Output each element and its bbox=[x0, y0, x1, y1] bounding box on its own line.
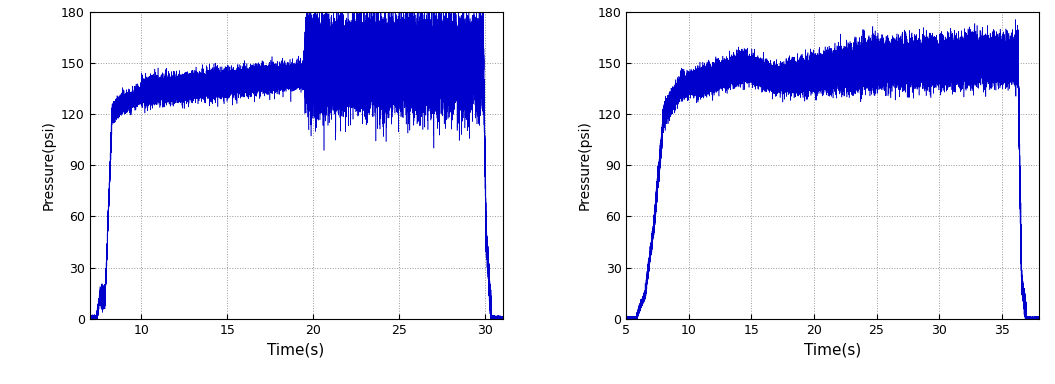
X-axis label: Time(s): Time(s) bbox=[268, 342, 325, 357]
Y-axis label: Pressure(psi): Pressure(psi) bbox=[578, 120, 592, 210]
X-axis label: Time(s): Time(s) bbox=[804, 342, 861, 357]
Y-axis label: Pressure(psi): Pressure(psi) bbox=[41, 120, 55, 210]
